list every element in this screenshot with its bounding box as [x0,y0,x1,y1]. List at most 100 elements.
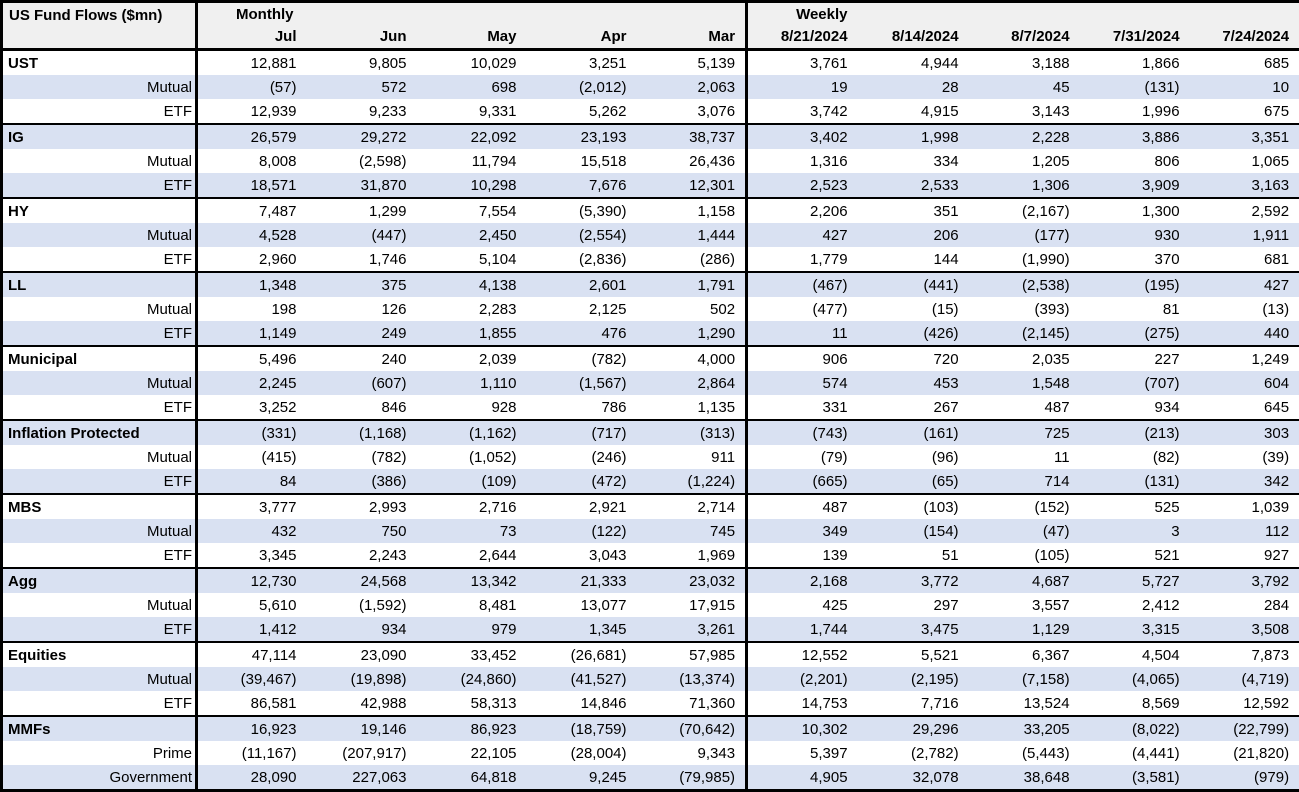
sub-row-mutual: Mutual(39,467)(19,898)(24,860)(41,527)(1… [2,667,1299,691]
cell-value: 24,568 [307,568,417,593]
row-label: UST [2,50,197,76]
cell-value: 198 [197,297,307,321]
cell-value: (21,820) [1190,741,1299,765]
cell-value: 17,915 [637,593,747,617]
cell-value: 1,779 [747,247,858,272]
cell-value: (5,443) [969,741,1080,765]
row-label: Mutual [2,667,197,691]
row-label: ETF [2,247,197,272]
cell-value: 3,163 [1190,173,1299,198]
row-label: HY [2,198,197,223]
cell-value: 12,592 [1190,691,1299,716]
cell-value: 2,864 [637,371,747,395]
cell-value: (122) [527,519,637,543]
cell-value: 1,300 [1080,198,1190,223]
cell-value: (65) [858,469,969,494]
cell-value: 698 [417,75,527,99]
cell-value: 720 [858,346,969,371]
cell-value: (5,390) [527,198,637,223]
row-label: Mutual [2,297,197,321]
cell-value: 5,104 [417,247,527,272]
cell-value: 1,290 [637,321,747,346]
cell-value: 23,193 [527,124,637,149]
row-label: Prime [2,741,197,765]
cell-value: 2,206 [747,198,858,223]
cell-value: (275) [1080,321,1190,346]
cell-value: 303 [1190,420,1299,445]
cell-value: 8,569 [1080,691,1190,716]
cell-value: 521 [1080,543,1190,568]
row-label: Mutual [2,519,197,543]
cell-value: 13,524 [969,691,1080,716]
cell-value: 7,873 [1190,642,1299,667]
cell-value: 84 [197,469,307,494]
row-label: ETF [2,321,197,346]
row-label: ETF [2,99,197,124]
cell-value: 2,714 [637,494,747,519]
cell-value: (717) [527,420,637,445]
cell-value: (2,836) [527,247,637,272]
cell-value: 375 [307,272,417,297]
column-header-jun: Jun [307,26,417,50]
cell-value: 453 [858,371,969,395]
cell-value: 3,508 [1190,617,1299,642]
monthly-section-header: Monthly [197,2,747,26]
cell-value: 267 [858,395,969,420]
cell-value: 487 [969,395,1080,420]
cell-value: 928 [417,395,527,420]
cell-value: 58,313 [417,691,527,716]
cell-value: 2,039 [417,346,527,371]
cell-value: (331) [197,420,307,445]
cell-value: 28 [858,75,969,99]
cell-value: 11 [969,445,1080,469]
cell-value: (109) [417,469,527,494]
cell-value: 12,730 [197,568,307,593]
cell-value: 3,043 [527,543,637,568]
cell-value: 11 [747,321,858,346]
cell-value: 3,315 [1080,617,1190,642]
cell-value: (1,052) [417,445,527,469]
cell-value: 22,105 [417,741,527,765]
cell-value: 3,143 [969,99,1080,124]
cell-value: (665) [747,469,858,494]
row-label: Mutual [2,223,197,247]
cell-value: (415) [197,445,307,469]
cell-value: 14,846 [527,691,637,716]
cell-value: (386) [307,469,417,494]
cell-value: 13,342 [417,568,527,593]
cell-value: 206 [858,223,969,247]
cell-value: (11,167) [197,741,307,765]
cell-value: 1,249 [1190,346,1299,371]
cell-value: 2,168 [747,568,858,593]
cell-value: 685 [1190,50,1299,76]
row-label: Mutual [2,593,197,617]
cell-value: 2,601 [527,272,637,297]
cell-value: (472) [527,469,637,494]
cell-value: 227 [1080,346,1190,371]
cell-value: 21,333 [527,568,637,593]
cell-value: 432 [197,519,307,543]
cell-value: 572 [307,75,417,99]
cell-value: 476 [527,321,637,346]
cell-value: (2,782) [858,741,969,765]
cell-value: 2,283 [417,297,527,321]
sub-row-prime: Prime(11,167)(207,917)22,105(28,004)9,34… [2,741,1299,765]
cell-value: (1,162) [417,420,527,445]
cell-value: 525 [1080,494,1190,519]
cell-value: 604 [1190,371,1299,395]
cell-value: 5,496 [197,346,307,371]
cell-value: 45 [969,75,1080,99]
cell-value: 31,870 [307,173,417,198]
cell-value: 73 [417,519,527,543]
cell-value: 3,251 [527,50,637,76]
cell-value: 7,554 [417,198,527,223]
cell-value: 14,753 [747,691,858,716]
cell-value: 42,988 [307,691,417,716]
cell-value: 22,092 [417,124,527,149]
